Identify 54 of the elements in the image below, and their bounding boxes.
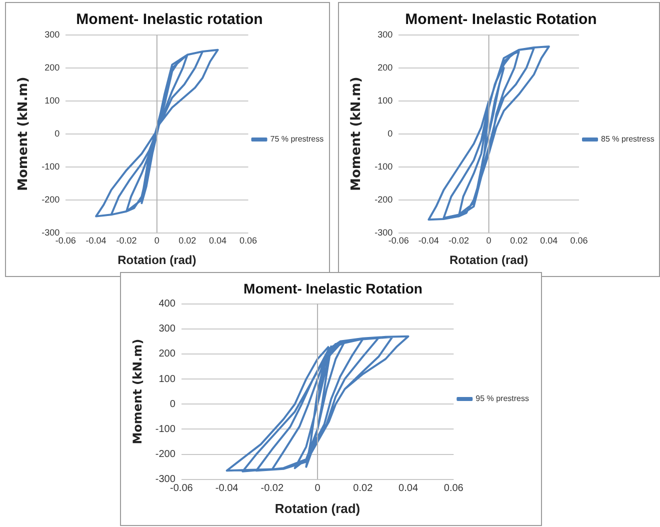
- x-tick-label: 0.02: [353, 483, 374, 494]
- x-tick-label: 0.04: [398, 483, 418, 494]
- y-tick-label: 200: [378, 62, 393, 72]
- chart-title: Moment- Inelastic Rotation: [405, 11, 597, 28]
- y-tick-label: -200: [42, 194, 60, 204]
- x-axis-title: Rotation (rad): [449, 253, 528, 268]
- x-tick-label: -0.06: [170, 483, 194, 494]
- y-tick-label: 300: [158, 324, 176, 335]
- y-tick-label: 300: [44, 29, 60, 40]
- y-tick-label: -300: [155, 474, 176, 486]
- legend-label: 75 % prestress: [270, 134, 324, 144]
- x-tick-label: 0.06: [239, 236, 258, 246]
- y-tick-label: 0: [54, 128, 60, 138]
- y-tick-label: 200: [158, 348, 176, 360]
- y-tick-label: 100: [378, 95, 393, 106]
- y-tick-label: -100: [155, 424, 176, 435]
- y-axis-title: Moment (kN.m): [130, 338, 144, 444]
- y-tick-label: -200: [374, 194, 393, 204]
- legend-label: 95 % prestress: [476, 394, 530, 404]
- x-tick-label: -0.06: [55, 236, 76, 246]
- x-axis-title: Rotation (rad): [274, 500, 360, 516]
- x-tick-label: 0.04: [209, 236, 227, 246]
- x-tick-label: 0.04: [540, 236, 558, 246]
- x-tick-label: 0.02: [178, 236, 196, 246]
- chart-title: Moment- Inelastic rotation: [76, 11, 263, 28]
- x-tick-label: -0.02: [260, 483, 284, 494]
- y-tick-label: 400: [158, 298, 176, 310]
- chart-title: Moment- Inelastic Rotation: [244, 280, 422, 296]
- x-tick-label: -0.02: [448, 236, 469, 246]
- y-tick-label: 100: [158, 374, 176, 385]
- y-tick-label: -100: [42, 161, 60, 172]
- x-tick-label: 0.02: [510, 236, 528, 246]
- y-tick-label: 0: [388, 128, 393, 138]
- x-axis-title: Rotation (rad): [118, 253, 196, 268]
- y-tick-label: 200: [44, 62, 60, 72]
- y-tick-label: -300: [374, 227, 393, 238]
- y-tick-label: -100: [374, 161, 393, 172]
- x-tick-label: 0.06: [570, 236, 588, 246]
- y-axis-title: Moment (kN.m): [16, 76, 32, 191]
- y-tick-label: -300: [42, 227, 60, 238]
- legend-label: 85 % prestress: [601, 134, 654, 144]
- x-tick-label: -0.04: [215, 483, 239, 494]
- x-tick-label: -0.04: [418, 236, 439, 246]
- x-tick-label: 0.06: [444, 483, 464, 494]
- x-tick-label: 0: [486, 236, 492, 246]
- y-tick-label: 0: [170, 398, 176, 410]
- x-tick-label: -0.02: [116, 236, 137, 246]
- y-tick-label: 100: [44, 95, 60, 106]
- x-tick-label: -0.04: [86, 236, 106, 246]
- y-tick-label: 300: [378, 29, 393, 40]
- y-axis-title: Moment (kN.m): [349, 76, 364, 191]
- x-tick-label: -0.06: [388, 236, 409, 246]
- x-tick-label: 0: [314, 483, 321, 494]
- y-tick-label: -200: [155, 449, 176, 460]
